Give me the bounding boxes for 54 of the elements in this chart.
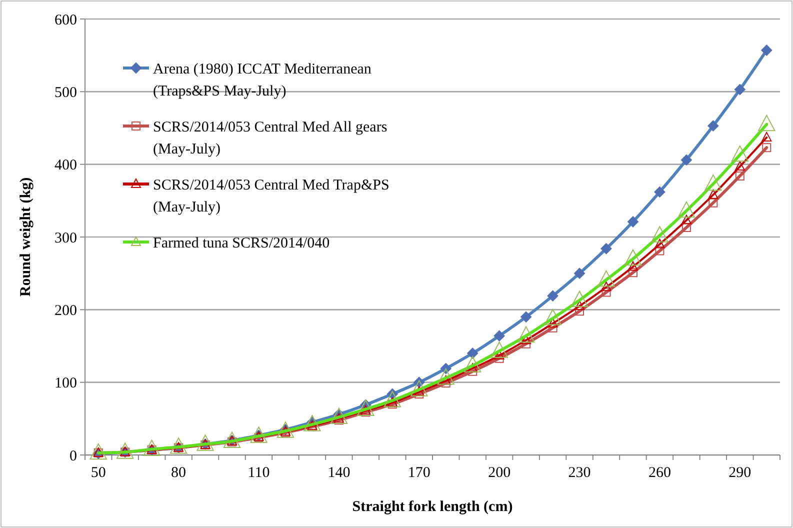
legend-label: Farmed tuna SCRS/2014/040: [153, 235, 330, 252]
point: [708, 189, 718, 199]
point: [548, 323, 558, 332]
y-tick-label: 0: [70, 448, 77, 464]
point: [680, 154, 692, 166]
point: [600, 243, 612, 254]
point: [734, 84, 746, 95]
legend-label: SCRS/2014/053 Central Med All gears (May-July): [153, 119, 388, 158]
y-tick-label: 200: [54, 302, 77, 319]
point: [574, 300, 585, 310]
x-tick-label: 50: [90, 465, 106, 481]
x-tick-label: 170: [408, 465, 430, 481]
x-tick-label: 200: [488, 465, 511, 481]
point: [734, 161, 745, 171]
y-tick-label: 500: [54, 84, 77, 101]
point: [682, 223, 691, 232]
point: [547, 290, 558, 302]
x-tick-label: 230: [568, 465, 591, 481]
point: [681, 214, 692, 224]
point: [762, 132, 772, 142]
x-tick-label: 290: [728, 465, 752, 481]
legend-label: SCRS/2014/053 Central Med Trap&PS (May-July): [153, 177, 390, 216]
y-tick-label: 100: [54, 376, 77, 392]
point: [627, 216, 638, 228]
point: [762, 143, 772, 152]
point: [655, 246, 664, 256]
x-tick-label: 260: [648, 465, 671, 481]
point: [654, 238, 665, 248]
x-tick-label: 140: [328, 465, 350, 481]
point: [494, 330, 505, 342]
point: [628, 261, 638, 271]
y-axis-title: Round weight (kg): [18, 177, 34, 297]
y-tick-label: 600: [54, 12, 77, 28]
point: [601, 282, 612, 292]
point: [708, 198, 718, 208]
point: [520, 311, 532, 322]
x-axis-title: Straight fork length (cm): [352, 499, 513, 515]
point: [467, 348, 478, 359]
point: [654, 186, 666, 198]
point: [761, 44, 772, 56]
point: [708, 120, 719, 132]
y-tick-label: 300: [54, 230, 77, 246]
legend-label: Arena (1980) ICCAT Mediterranean (Traps&PS May-July): [153, 61, 372, 100]
point: [494, 354, 504, 363]
x-tick-label: 80: [171, 465, 186, 481]
point: [575, 306, 584, 316]
x-tick-label: 110: [248, 465, 270, 481]
point: [602, 288, 611, 297]
point: [735, 171, 744, 180]
y-tick-label: 400: [54, 158, 77, 174]
point: [548, 318, 558, 328]
point: [522, 339, 531, 348]
point: [574, 268, 586, 279]
point: [628, 268, 638, 278]
